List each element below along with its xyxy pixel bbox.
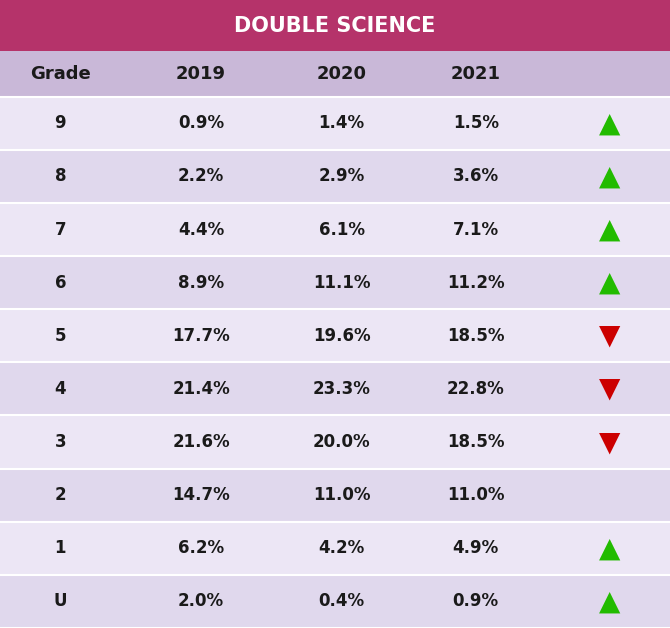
Bar [0, 575, 670, 628]
Text: 21.4%: 21.4% [172, 380, 230, 398]
Text: 11.1%: 11.1% [313, 274, 371, 291]
Bar [0, 51, 670, 97]
Text: 6: 6 [54, 274, 66, 291]
Text: 0.4%: 0.4% [319, 592, 364, 610]
Text: 1.5%: 1.5% [453, 114, 498, 133]
Text: ▲: ▲ [599, 534, 620, 562]
Text: 2.2%: 2.2% [178, 168, 224, 185]
Text: 0.9%: 0.9% [178, 114, 224, 133]
Text: 5: 5 [54, 327, 66, 345]
Text: 2.0%: 2.0% [178, 592, 224, 610]
Text: ▲: ▲ [599, 587, 620, 615]
Text: Grade: Grade [30, 65, 90, 83]
Text: 7: 7 [54, 220, 66, 239]
Text: 18.5%: 18.5% [447, 327, 505, 345]
Text: 9: 9 [54, 114, 66, 133]
Text: ▼: ▼ [599, 428, 620, 456]
Text: 21.6%: 21.6% [172, 433, 230, 451]
Text: DOUBLE SCIENCE: DOUBLE SCIENCE [234, 16, 436, 36]
Bar [0, 468, 670, 522]
Text: ▼: ▼ [599, 375, 620, 403]
Text: ▲: ▲ [599, 215, 620, 244]
Bar [0, 522, 670, 575]
Text: 0.9%: 0.9% [453, 592, 498, 610]
Text: 1: 1 [54, 539, 66, 557]
Text: ▲: ▲ [599, 109, 620, 138]
Text: ▲: ▲ [599, 269, 620, 296]
Text: 18.5%: 18.5% [447, 433, 505, 451]
Bar [0, 0, 670, 51]
Text: 4.4%: 4.4% [178, 220, 224, 239]
Text: ▲: ▲ [599, 163, 620, 190]
Text: 20.0%: 20.0% [313, 433, 371, 451]
Text: 2020: 2020 [317, 65, 366, 83]
Text: U: U [54, 592, 67, 610]
Text: 7.1%: 7.1% [453, 220, 498, 239]
Text: ▼: ▼ [599, 322, 620, 350]
Text: 4: 4 [54, 380, 66, 398]
Bar [0, 309, 670, 362]
Text: 1.4%: 1.4% [319, 114, 364, 133]
Text: 6.2%: 6.2% [178, 539, 224, 557]
Text: 11.0%: 11.0% [313, 486, 371, 504]
Text: 2019: 2019 [176, 65, 226, 83]
Text: 3.6%: 3.6% [453, 168, 498, 185]
Text: 4.2%: 4.2% [318, 539, 365, 557]
Text: 2021: 2021 [451, 65, 500, 83]
Text: 23.3%: 23.3% [313, 380, 371, 398]
Text: 8.9%: 8.9% [178, 274, 224, 291]
Text: 11.0%: 11.0% [447, 486, 505, 504]
Text: 6.1%: 6.1% [319, 220, 364, 239]
Text: 8: 8 [54, 168, 66, 185]
Text: 2: 2 [54, 486, 66, 504]
Text: 19.6%: 19.6% [313, 327, 371, 345]
Bar [0, 416, 670, 468]
Bar [0, 150, 670, 203]
Text: 17.7%: 17.7% [172, 327, 230, 345]
Text: 11.2%: 11.2% [447, 274, 505, 291]
Text: 4.9%: 4.9% [452, 539, 499, 557]
Bar [0, 256, 670, 309]
Bar [0, 203, 670, 256]
Text: 14.7%: 14.7% [172, 486, 230, 504]
Bar [0, 97, 670, 150]
Bar [0, 362, 670, 416]
Text: 22.8%: 22.8% [447, 380, 505, 398]
Text: 3: 3 [54, 433, 66, 451]
Text: 2.9%: 2.9% [318, 168, 365, 185]
